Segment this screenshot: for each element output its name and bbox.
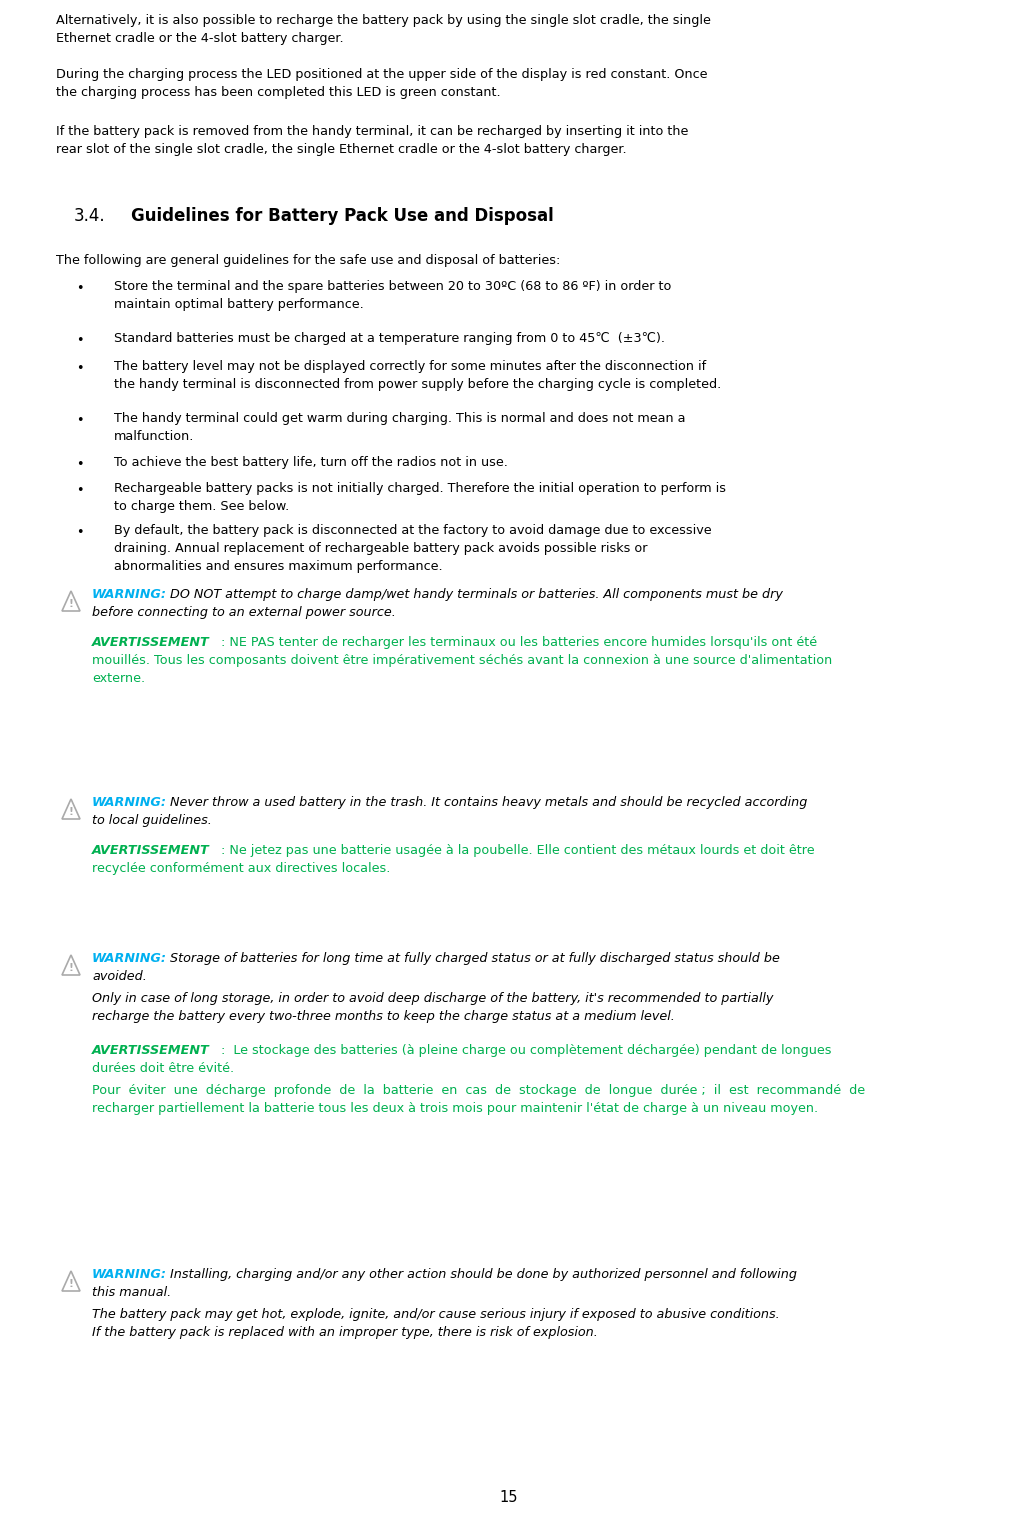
Text: 15: 15	[500, 1490, 518, 1505]
Text: If the battery pack is removed from the handy terminal, it can be recharged by i: If the battery pack is removed from the …	[56, 125, 688, 139]
Text: Rechargeable battery packs is not initially charged. Therefore the initial opera: Rechargeable battery packs is not initia…	[114, 482, 726, 495]
Text: maintain optimal battery performance.: maintain optimal battery performance.	[114, 298, 363, 310]
Text: •: •	[76, 362, 83, 374]
Text: AVERTISSEMENT: AVERTISSEMENT	[92, 1044, 210, 1056]
Text: durées doit être évité.: durées doit être évité.	[92, 1062, 234, 1075]
Text: Pour  éviter  une  décharge  profonde  de  la  batterie  en  cas  de  stockage  : Pour éviter une décharge profonde de la …	[92, 1084, 865, 1097]
Text: Alternatively, it is also possible to recharge the battery pack by using the sin: Alternatively, it is also possible to re…	[56, 14, 711, 27]
Text: the handy terminal is disconnected from power supply before the charging cycle i: the handy terminal is disconnected from …	[114, 377, 721, 391]
Text: externe.: externe.	[92, 673, 146, 685]
Text: The following are general guidelines for the safe use and disposal of batteries:: The following are general guidelines for…	[56, 254, 560, 266]
Text: this manual.: this manual.	[92, 1286, 171, 1298]
Text: •: •	[76, 282, 83, 295]
Text: : Ne jetez pas une batterie usagée à la poubelle. Elle contient des métaux lourd: : Ne jetez pas une batterie usagée à la …	[217, 845, 814, 857]
Text: AVERTISSEMENT: AVERTISSEMENT	[92, 636, 210, 648]
Text: mouillés. Tous les composants doivent être impérativement séchés avant la connex: mouillés. Tous les composants doivent êt…	[92, 654, 833, 667]
Text: Guidelines for Battery Pack Use and Disposal: Guidelines for Battery Pack Use and Disp…	[131, 207, 554, 225]
Text: Storage of batteries for long time at fully charged status or at fully discharge: Storage of batteries for long time at fu…	[166, 951, 780, 965]
Text: The handy terminal could get warm during charging. This is normal and does not m: The handy terminal could get warm during…	[114, 412, 685, 425]
Text: To achieve the best battery life, turn off the radios not in use.: To achieve the best battery life, turn o…	[114, 457, 508, 469]
Text: The battery level may not be displayed correctly for some minutes after the disc: The battery level may not be displayed c…	[114, 361, 706, 373]
Text: WARNING:: WARNING:	[92, 1268, 167, 1282]
Text: :  Le stockage des batteries (à pleine charge ou complètement déchargée) pendant: : Le stockage des batteries (à pleine ch…	[217, 1044, 832, 1056]
Text: to charge them. See below.: to charge them. See below.	[114, 501, 289, 513]
Text: Only in case of long storage, in order to avoid deep discharge of the battery, i: Only in case of long storage, in order t…	[92, 992, 774, 1005]
Text: •: •	[76, 414, 83, 428]
Text: !: !	[68, 1278, 73, 1289]
Text: malfunction.: malfunction.	[114, 431, 194, 443]
Text: !: !	[68, 807, 73, 817]
Text: WARNING:: WARNING:	[92, 587, 167, 601]
Text: •: •	[76, 458, 83, 470]
Text: DO NOT attempt to charge damp/wet handy terminals or batteries. All components m: DO NOT attempt to charge damp/wet handy …	[166, 587, 783, 601]
Text: avoided.: avoided.	[92, 970, 147, 983]
Text: AVERTISSEMENT: AVERTISSEMENT	[92, 845, 210, 857]
Text: During the charging process the LED positioned at the upper side of the display : During the charging process the LED posi…	[56, 68, 708, 81]
Text: Store the terminal and the spare batteries between 20 to 30ºC (68 to 86 ºF) in o: Store the terminal and the spare batteri…	[114, 280, 672, 294]
Text: WARNING:: WARNING:	[92, 951, 167, 965]
Text: •: •	[76, 484, 83, 498]
Text: •: •	[76, 527, 83, 539]
Text: Standard batteries must be charged at a temperature ranging from 0 to 45℃  (±3℃): Standard batteries must be charged at a …	[114, 332, 665, 345]
Text: !: !	[68, 600, 73, 609]
Text: !: !	[68, 963, 73, 973]
Text: •: •	[76, 333, 83, 347]
Text: recyclée conformément aux directives locales.: recyclée conformément aux directives loc…	[92, 861, 390, 875]
Text: WARNING:: WARNING:	[92, 796, 167, 810]
Text: to local guidelines.: to local guidelines.	[92, 814, 212, 826]
Text: rear slot of the single slot cradle, the single Ethernet cradle or the 4-slot ba: rear slot of the single slot cradle, the…	[56, 143, 627, 155]
Text: By default, the battery pack is disconnected at the factory to avoid damage due : By default, the battery pack is disconne…	[114, 524, 712, 537]
Text: recharge the battery every two-three months to keep the charge status at a mediu: recharge the battery every two-three mon…	[92, 1011, 675, 1023]
Text: Installing, charging and/or any other action should be done by authorized person: Installing, charging and/or any other ac…	[166, 1268, 797, 1282]
Text: the charging process has been completed this LED is green constant.: the charging process has been completed …	[56, 87, 501, 99]
Text: : NE PAS tenter de recharger les terminaux ou les batteries encore humides lorsq: : NE PAS tenter de recharger les termina…	[217, 636, 817, 648]
Text: Never throw a used battery in the trash. It contains heavy metals and should be : Never throw a used battery in the trash.…	[166, 796, 807, 810]
Text: 3.4.: 3.4.	[74, 207, 106, 225]
Text: abnormalities and ensures maximum performance.: abnormalities and ensures maximum perfor…	[114, 560, 443, 572]
Text: Ethernet cradle or the 4-slot battery charger.: Ethernet cradle or the 4-slot battery ch…	[56, 32, 344, 46]
Text: The battery pack may get hot, explode, ignite, and/or cause serious injury if ex: The battery pack may get hot, explode, i…	[92, 1307, 780, 1321]
Text: draining. Annual replacement of rechargeable battery pack avoids possible risks : draining. Annual replacement of recharge…	[114, 542, 647, 556]
Text: recharger partiellement la batterie tous les deux à trois mois pour maintenir l': recharger partiellement la batterie tous…	[92, 1102, 818, 1116]
Text: If the battery pack is replaced with an improper type, there is risk of explosio: If the battery pack is replaced with an …	[92, 1326, 598, 1339]
Text: before connecting to an external power source.: before connecting to an external power s…	[92, 606, 396, 619]
